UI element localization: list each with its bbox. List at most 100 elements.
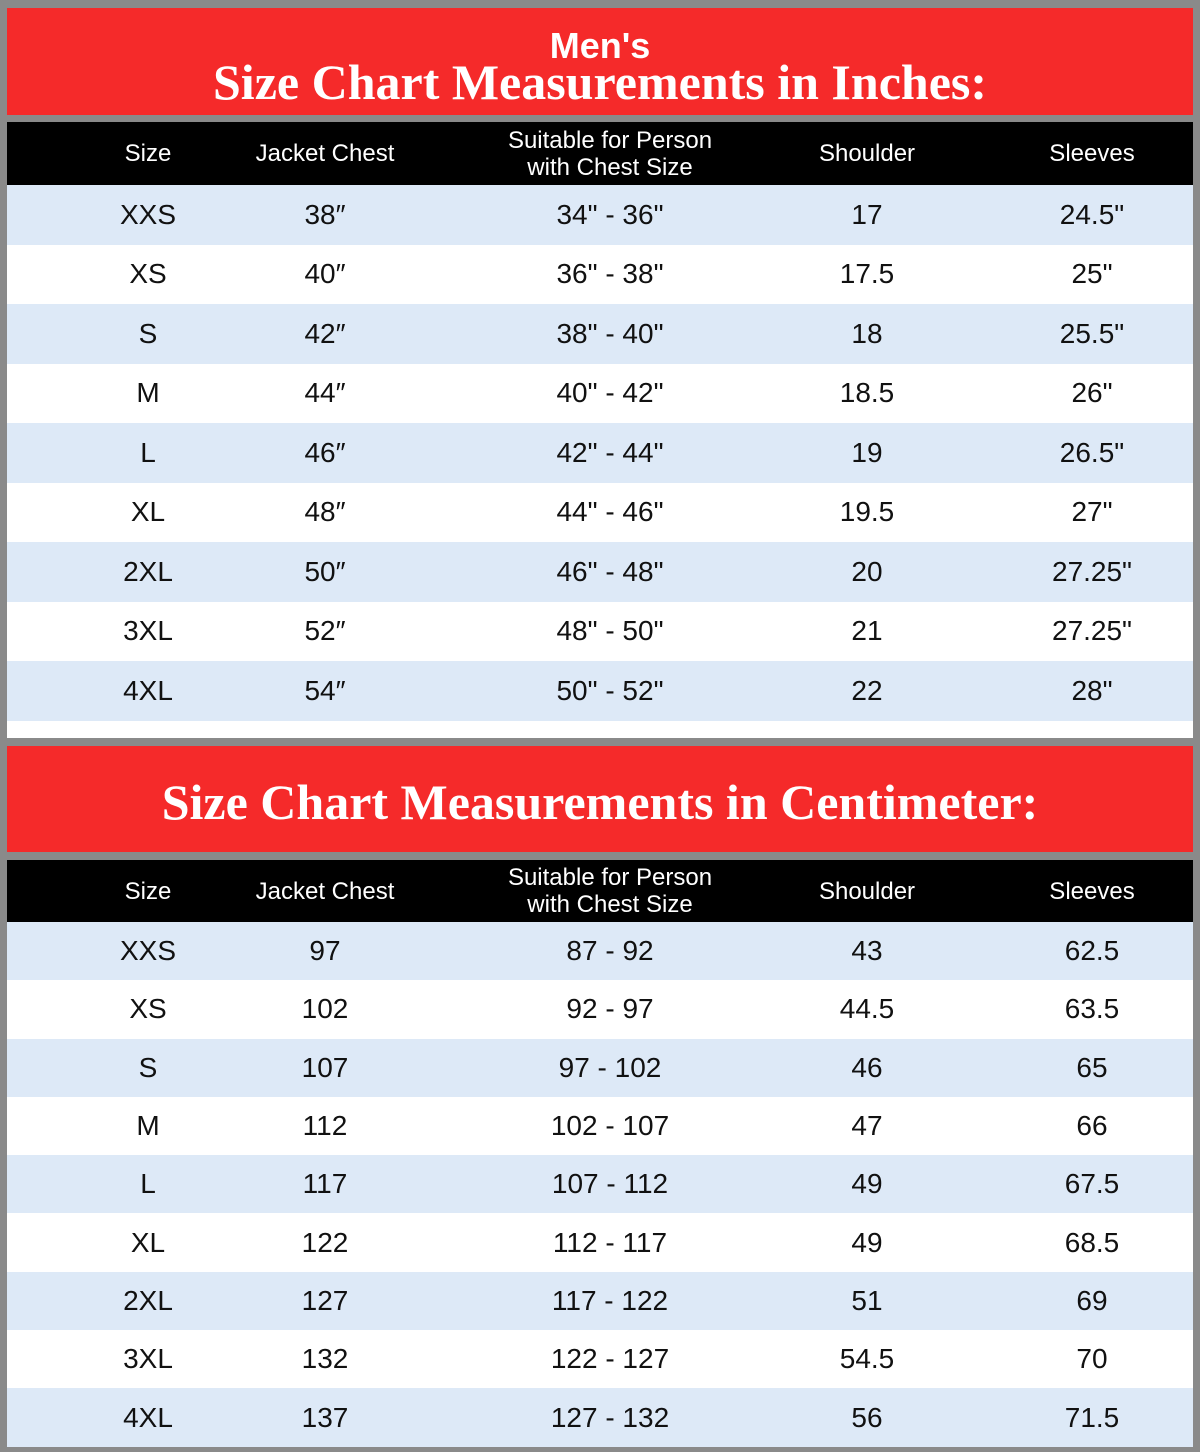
table-cell: L [140,436,156,468]
table-cell: 54″ [304,674,346,706]
table-cell: 137 [301,1401,349,1433]
table-cell: 38″ [304,198,346,230]
table-cell: 18.5 [839,377,895,409]
table-cell: 4XL [123,674,173,706]
table-row: 4XL 54″ 50" - 52" 22 28" [7,661,1193,721]
table-cell: 46 [851,1051,883,1083]
column-header: Sleeves [1049,140,1135,167]
table-row: L 46″ 42" - 44" 19 26.5" [7,423,1193,483]
table-cell: 22 [851,674,883,706]
table-cell: 25" [1071,258,1113,290]
table-row: XL 48″ 44" - 46" 19.5 27" [7,482,1193,542]
table-cell: 92 - 97 [566,993,654,1025]
table-cell: 97 - 102 [558,1051,662,1083]
table-cell: 132 [301,1343,349,1375]
table-cell: 63.5 [1064,993,1120,1025]
table-cell: 65 [1076,1051,1108,1083]
table-cell: 21 [851,615,883,647]
table-cell: 27.25" [1051,555,1133,587]
table-row: XL 122 112 - 117 49 68.5 [7,1213,1193,1272]
table-cell: 42″ [304,317,346,349]
table-cell: 3XL [123,1343,173,1375]
table-cell: 97 [309,935,341,967]
table-cell: XS [129,993,167,1025]
header-line: with Chest Size [527,891,693,918]
table-cell: 40″ [304,258,346,290]
table-cell: 50" - 52" [556,674,664,706]
table-cell: L [140,1168,156,1200]
table-cell: 48" - 50" [556,615,664,647]
table-cell: 46" - 48" [556,555,664,587]
table-cell: XXS [119,198,177,230]
table-cell: 3XL [123,615,173,647]
table-row: M 112 102 - 107 47 66 [7,1096,1193,1156]
table-cell: 70 [1076,1343,1108,1375]
table-cell: 46″ [304,436,346,468]
table-cell: 52″ [304,615,346,647]
table-cell: 50″ [304,555,346,587]
banner-title: Size Chart Measurements in Centimeter: [161,774,1039,830]
table-cell: 102 - 107 [550,1110,670,1142]
table-row: XXS 97 87 - 92 43 62.5 [7,922,1193,981]
table-cell: M [136,1110,160,1142]
table-cell: 48″ [304,496,346,528]
table-cell: 44" - 46" [556,496,664,528]
table-cell: 47 [851,1110,883,1142]
column-header: Size [124,877,172,905]
table-cell: 17 [851,198,883,230]
table-cell: 69 [1076,1284,1108,1316]
table-cell: 56 [851,1401,883,1433]
header-line: Suitable for Person [507,864,713,891]
table-cell: 26.5" [1059,436,1125,468]
table-cell: XL [130,496,166,528]
table-cell: 112 - 117 [552,1226,668,1258]
table-cell: 2XL [123,1284,173,1316]
table-cell: 117 - 122 [551,1284,669,1316]
column-header: Sleeves [1049,877,1135,905]
table-cell: 127 [301,1284,349,1316]
table-row: 2XL 127 117 - 122 51 69 [7,1271,1193,1331]
table-cell: 54.5 [839,1343,895,1375]
banner-subtitle: Men's [549,25,651,66]
table-cell: S [138,317,158,349]
table-cell: 4XL [123,1401,173,1433]
table-header: Size Jacket Chest Suitable for Person with … [7,122,1193,185]
table-row: XS 102 92 - 97 44.5 63.5 [7,980,1193,1039]
table-row: L 117 107 - 112 49 67.5 [7,1155,1193,1214]
table-cell: 66 [1076,1110,1108,1142]
table-cell: 51 [851,1284,883,1316]
table-cell: 18 [851,317,883,349]
table-cell: 42" - 44" [556,436,664,468]
table-cell: M [136,377,160,409]
table-cell: 20 [851,555,883,587]
table-cell: 34" - 36" [556,198,664,230]
column-header: Jacket Chest [255,140,395,167]
table-cell: 49 [851,1168,883,1200]
table-cell: 62.5 [1064,935,1120,967]
table-cell: 71.5 [1064,1401,1120,1433]
banner-title: Size Chart Measurements in Inches: [213,54,987,110]
table-row: XXS 38″ 34" - 36" 17 24.5" [7,185,1193,245]
table-cell: XS [129,258,167,290]
table-cell: 27.25" [1051,615,1133,647]
header-line: with Chest Size [527,153,693,181]
table-cell: 68.5 [1064,1226,1120,1258]
section-banner: Size Chart Measurements in Centimeter: [7,746,1193,852]
table-row: 2XL 50″ 46" - 48" 20 27.25" [7,542,1193,602]
header-line: Suitable for Person [507,126,713,154]
table-row: XS 40″ 36" - 38" 17.5 25" [7,244,1193,304]
table-row: 3XL 132 122 - 127 54.5 70 [7,1330,1193,1389]
table-row: S 42″ 38" - 40" 18 25.5" [7,304,1193,364]
table-cell: 112 [302,1110,348,1142]
table-cell: 2XL [123,555,173,587]
table-cell: 102 [301,993,349,1025]
table-cell: 44″ [304,377,346,409]
table-row: 3XL 52″ 48" - 50" 21 27.25" [7,601,1193,661]
table-cell: 28" [1071,674,1113,706]
table-cell: 38" - 40" [556,317,664,349]
table-header: Size Jacket Chest Suitable for Person with … [7,860,1193,922]
table-cell: XL [130,1226,166,1258]
table-cell: 27" [1071,496,1113,528]
table-cell: XXS [119,935,177,967]
